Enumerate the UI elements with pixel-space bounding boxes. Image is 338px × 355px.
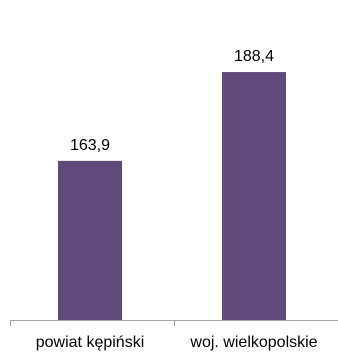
bar — [222, 72, 286, 320]
x-tick-label: woj. wielkopolskie — [189, 334, 317, 351]
data-label: 188,4 — [234, 48, 274, 65]
x-axis — [10, 320, 338, 326]
data-label: 163,9 — [70, 137, 110, 154]
x-tick-label: powiat kępiński — [36, 334, 145, 351]
bar — [58, 160, 122, 320]
bars-group — [58, 72, 286, 320]
x-tick-labels-group: powiat kępiński woj. wielkopolskie — [36, 334, 318, 351]
data-labels-group: 163,9 188,4 — [70, 48, 274, 154]
